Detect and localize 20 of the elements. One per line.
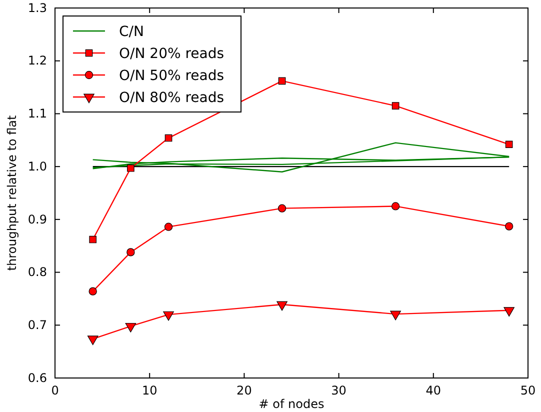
legend-label: O/N 80% reads (119, 90, 224, 106)
y-tick-label: 0.6 (28, 370, 47, 385)
legend-label: O/N 20% reads (119, 46, 224, 62)
y-tick-label: 0.9 (28, 212, 47, 226)
y-tick-label: 0.7 (28, 318, 47, 332)
x-tick-label: 0 (51, 384, 59, 398)
y-tick-label: 1.0 (28, 159, 47, 174)
y-tick-label: 1.1 (28, 106, 47, 121)
x-tick-label: 30 (331, 384, 346, 398)
y-tick-label: 1.3 (28, 0, 47, 15)
x-tick-label: 10 (142, 384, 158, 398)
x-axis-title: # of nodes (258, 397, 324, 411)
y-tick-label: 0.8 (28, 265, 47, 280)
y-axis-title: throughput relative to flat (5, 114, 19, 271)
legend-label: O/N 50% reads (119, 68, 224, 84)
x-tick-label: 20 (236, 384, 252, 398)
y-tick-label: 1.2 (28, 54, 47, 68)
legend-label: C/N (119, 24, 144, 40)
x-tick-label: 50 (520, 384, 536, 398)
x-tick-label: 40 (426, 384, 442, 398)
